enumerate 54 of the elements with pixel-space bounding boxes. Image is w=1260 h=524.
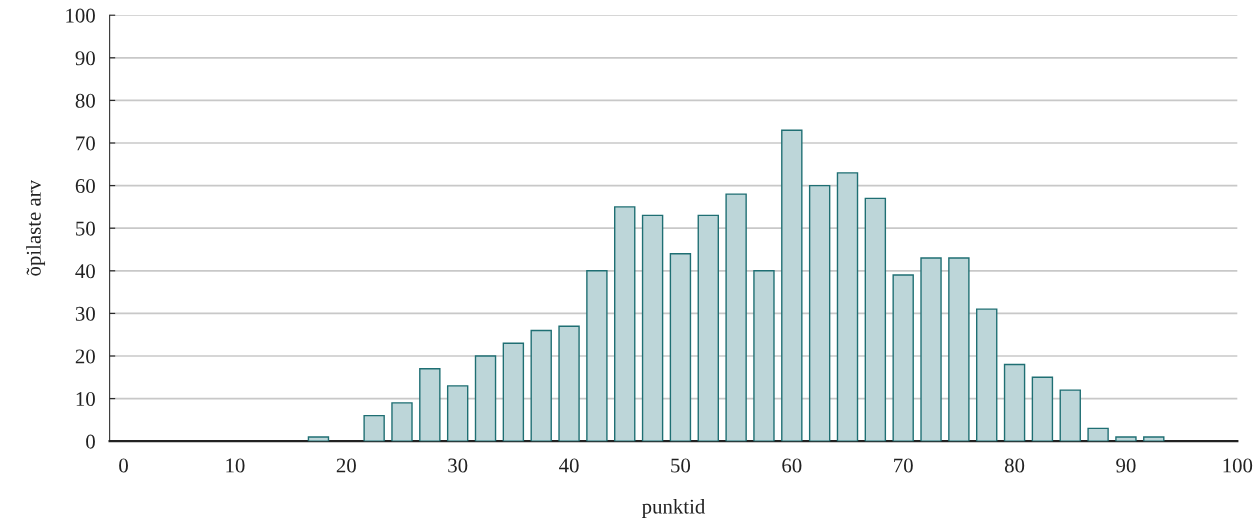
bar — [502, 342, 525, 442]
bar — [920, 257, 942, 442]
bar — [697, 214, 719, 442]
x-tick-label: 40 — [559, 458, 579, 473]
bar — [641, 214, 664, 442]
x-tick-label: 0 — [119, 458, 128, 473]
x-tick-label: 60 — [782, 458, 802, 473]
bar — [1143, 436, 1165, 442]
bar — [530, 329, 552, 442]
x-tick-label: 80 — [1004, 458, 1025, 473]
bar — [1031, 376, 1054, 442]
bar — [725, 193, 747, 442]
y-tick-label: 20 — [75, 349, 95, 364]
y-axis-title: õpilaste arv — [26, 179, 46, 276]
bar — [808, 184, 831, 442]
y-tick-label: 30 — [75, 306, 95, 321]
bar — [836, 172, 859, 442]
bar — [391, 402, 413, 442]
y-tick-label: 90 — [75, 51, 95, 66]
bar — [419, 368, 441, 442]
x-tick-label: 10 — [226, 458, 245, 473]
y-tick-label: 40 — [75, 264, 95, 279]
bar — [669, 253, 692, 442]
bar — [446, 385, 469, 442]
x-tick-label: 50 — [671, 458, 691, 473]
x-tick-label: 90 — [1116, 458, 1136, 473]
x-tick-label: 20 — [336, 458, 356, 473]
bar — [1059, 389, 1081, 442]
bar — [753, 270, 775, 442]
y-tick-label: 70 — [76, 136, 95, 151]
y-tick-label: 0 — [86, 434, 95, 449]
x-axis-title: punktid — [641, 498, 706, 518]
bar — [781, 129, 803, 442]
x-tick-label: 30 — [448, 458, 468, 473]
bar — [1115, 436, 1137, 442]
bar — [976, 308, 998, 442]
bar — [307, 436, 330, 442]
bar — [558, 325, 580, 442]
bar — [614, 206, 636, 442]
x-tick-label: 70 — [894, 458, 913, 473]
bar — [586, 270, 608, 442]
y-tick-label: 10 — [76, 391, 95, 407]
bar — [1003, 363, 1026, 442]
y-tick-label: 60 — [75, 178, 95, 194]
y-tick-label: 80 — [75, 93, 95, 108]
y-tick-label: 100 — [66, 8, 95, 23]
y-tick-label: 50 — [76, 221, 95, 236]
x-tick-label: 100 — [1223, 458, 1253, 473]
bar — [474, 355, 497, 442]
bar — [864, 197, 887, 442]
bar — [892, 274, 914, 442]
bar — [1087, 427, 1109, 442]
bar — [948, 257, 970, 442]
bar — [363, 414, 385, 442]
